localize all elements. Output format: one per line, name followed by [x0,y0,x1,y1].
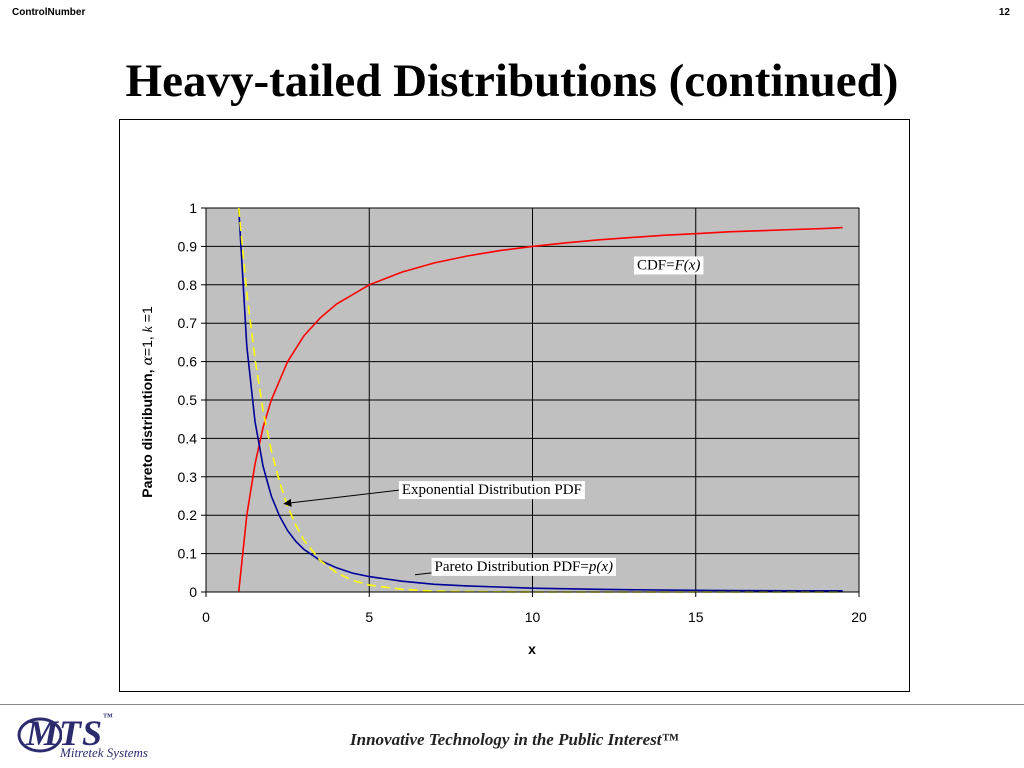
x-tick-label: 0 [202,609,210,625]
y-tick-label: 0 [189,584,197,600]
y-axis-label-prefix: Pareto distribution, [139,366,155,498]
y-axis-label-alpha: α [140,356,156,366]
annotations: CDF=F(x) Exponential Distribution PDF Pa… [283,256,704,576]
y-axis-label: Pareto distribution, α=1, k =1 [139,306,156,498]
exp-callout-box [398,481,585,500]
cdf-callout-label: CDF= [637,257,675,273]
y-tick-label: 0.7 [178,315,198,331]
logo-letters: MTS [26,713,104,753]
x-tick-label: 15 [688,609,704,625]
x-tick-label: 10 [525,609,541,625]
logo-swoosh-icon [17,717,62,753]
series-line-exp_pdf [237,207,843,593]
cdf-callout: CDF=F(x) [637,257,700,273]
x-axis-label: x [528,641,536,657]
x-tick-label: 20 [851,609,867,625]
chart-frame: 0 0.1 0.2 0.3 0.4 0.5 0.6 0.7 0.8 0.9 1 0 5 10 15 20 x … [119,119,910,692]
y-tick-label: 0.4 [178,430,198,446]
tagline: Innovative Technology in the Public Inte… [350,730,679,749]
y-tick-label: 0.1 [178,546,198,562]
y-axis-label-mid: =1, [139,332,155,356]
y-axis-label-suffix: =1 [139,306,155,326]
y-tick-label: 1 [189,200,197,216]
y-tick-label: 0.8 [178,277,198,293]
page-number: 12 [998,7,1010,18]
logo-subtitle: Mitretek Systems [60,745,148,760]
y-tick-label: 0.5 [178,392,198,408]
pareto-callout-arrow [414,572,432,576]
footer-divider [0,704,1024,705]
pareto-callout-italic: p(x) [588,559,613,575]
series-line-cdf [237,226,843,593]
series-line-pareto_pdf [237,207,843,592]
exp-callout: Exponential Distribution PDF [402,482,582,498]
series-lines [237,207,843,593]
control-number: ControlNumber [12,7,86,18]
pareto-chart: 00.10.20.30.40.50.60.70.80.910 5 10 15 20 x … [139,200,867,657]
slide-title: Heavy-tailed Distributions (continued) [125,55,899,107]
y-tick-label: 0.3 [178,469,198,485]
axes [201,207,860,597]
y-tick-label: 0.6 [178,354,198,370]
logo-text: MTS™ [16,712,114,754]
pareto-callout: Pareto Distribution PDF=p(x) [435,559,613,575]
logo-tm: ™ [103,712,115,723]
cdf-callout-italic: F(x) [674,257,701,273]
pareto-callout-box [431,557,617,576]
y-tick-label: 0.2 [178,507,198,523]
tick-labels: 00.10.20.30.40.50.60.70.80.910 5 10 15 20 [178,200,867,625]
y-tick-label: 0.9 [178,238,198,254]
exp-callout-arrow [283,489,399,507]
pareto-callout-label: Pareto Distribution PDF= [435,559,589,575]
x-tick-label: 5 [365,609,373,625]
cdf-callout-box [633,256,704,275]
y-axis-label-k: k [141,325,156,332]
mts-logo: MTS™ Mitretek Systems [16,712,176,762]
